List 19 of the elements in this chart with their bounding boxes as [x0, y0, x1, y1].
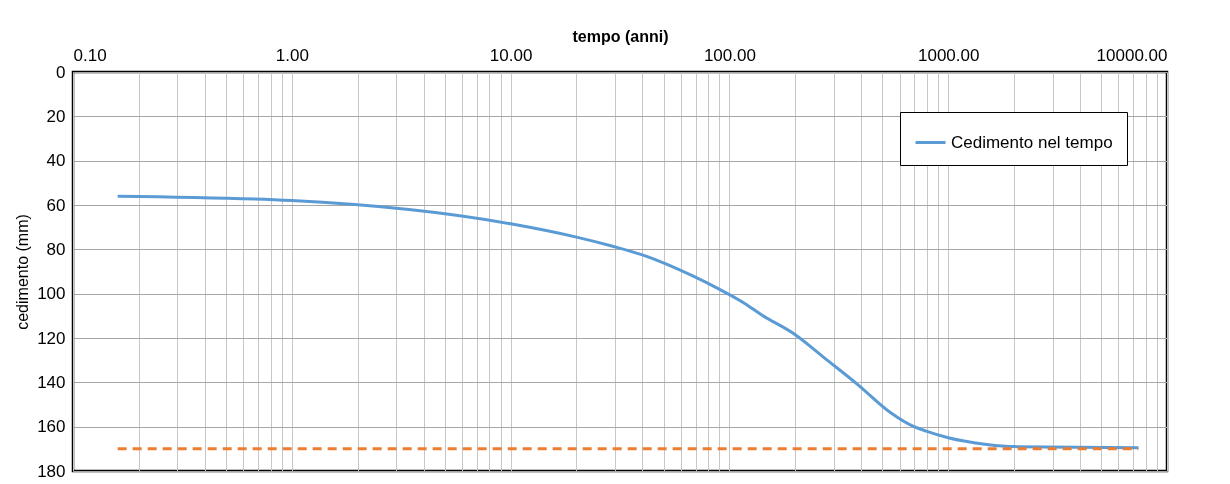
y-tick-label: 180 [37, 461, 66, 481]
x-tick-label: 10000.00 [1096, 45, 1168, 65]
legend-label: Cedimento nel tempo [951, 132, 1113, 152]
y-tick-label: 140 [37, 372, 66, 392]
x-tick-label: 100.00 [703, 45, 756, 65]
y-tick-label: 160 [37, 417, 66, 437]
y-tick-label: 60 [46, 195, 66, 215]
y-tick-label: 40 [46, 151, 66, 171]
y-tick-label: 0 [56, 62, 66, 82]
y-tick-label: 100 [37, 284, 66, 304]
x-tick-label: 0.10 [73, 45, 107, 65]
y-tick-label: 20 [46, 106, 66, 126]
x-tick-label: 1.00 [275, 45, 309, 65]
y-tick-label: 80 [46, 239, 66, 259]
x-tick-label: 1000.00 [917, 45, 980, 65]
x-tick-label: 10.00 [489, 45, 533, 65]
y-axis-title: cedimento (mm) [14, 214, 32, 330]
x-axis-title: tempo (anni) [572, 27, 669, 45]
y-tick-label: 120 [37, 328, 66, 348]
